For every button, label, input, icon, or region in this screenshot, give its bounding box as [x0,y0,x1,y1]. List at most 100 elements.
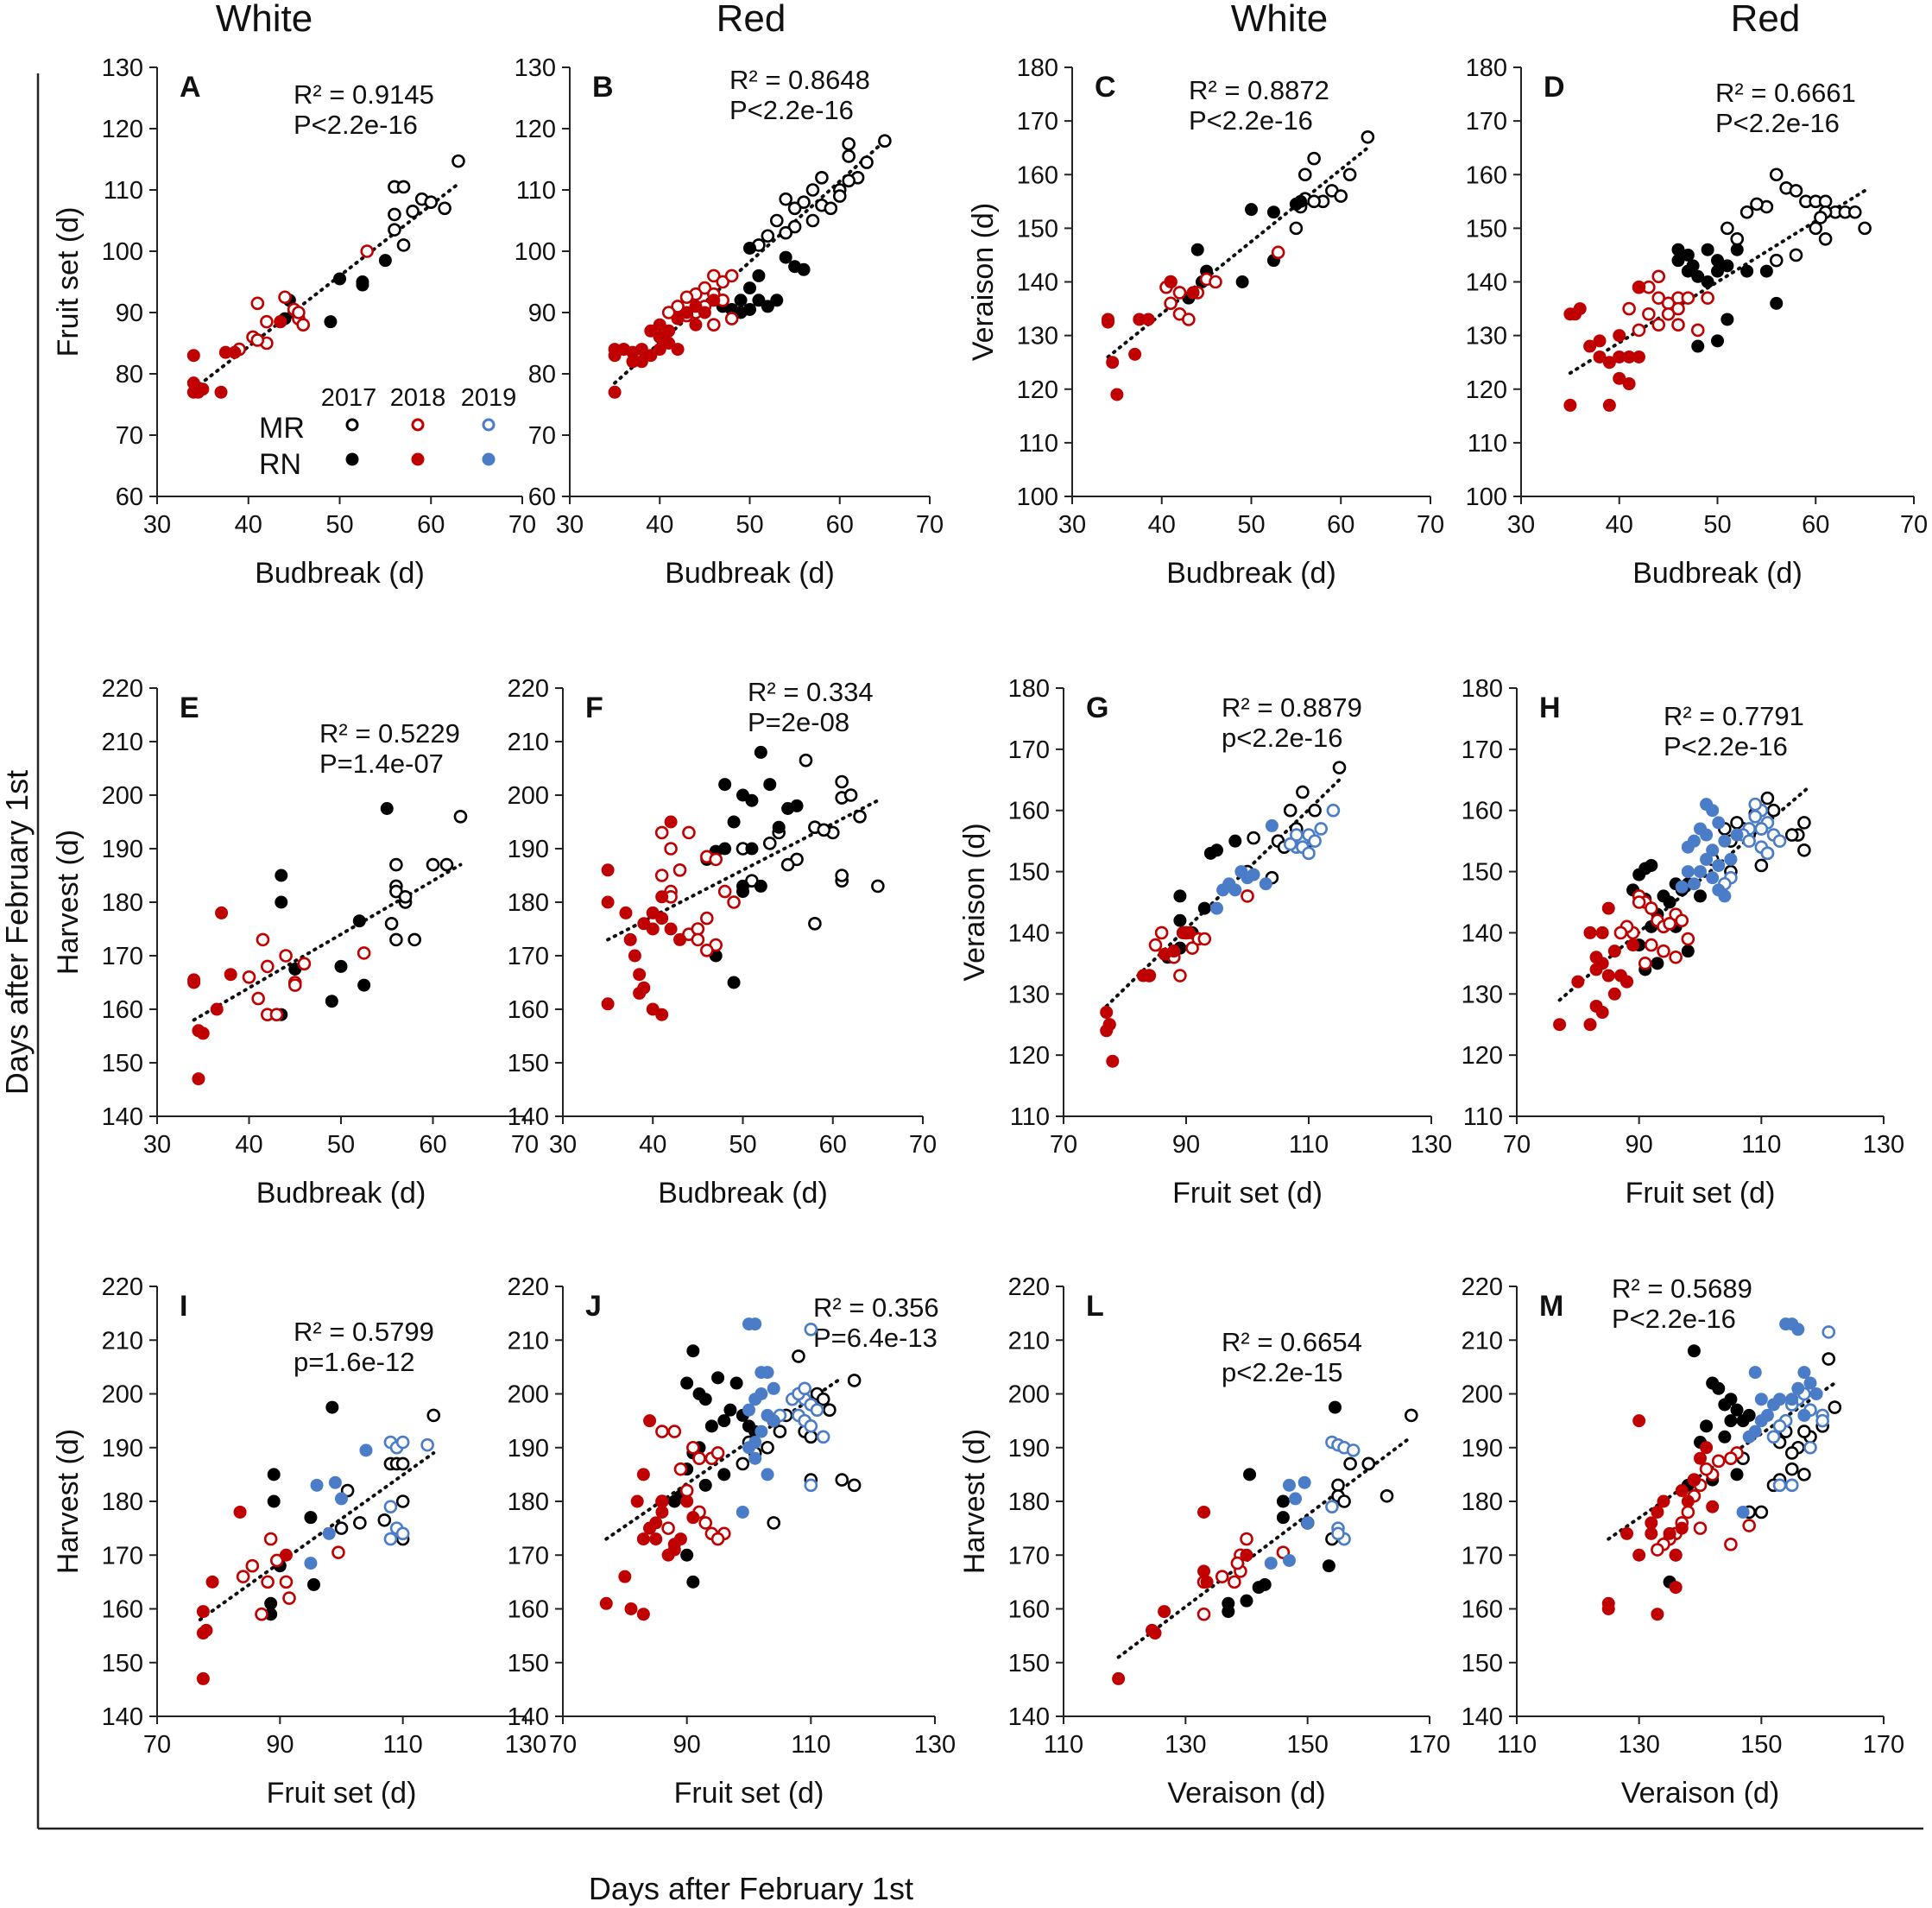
data-point [1809,1387,1823,1400]
data-point [1736,1505,1750,1519]
panel-m-ytick-label: 150 [1462,1650,1503,1677]
panel-j-series-rn-2019 [736,1317,780,1519]
data-point [1818,231,1833,246]
panel-j-ytick-label: 170 [508,1542,549,1570]
panel-m-ytick-label: 200 [1462,1381,1503,1409]
data-point [274,315,287,329]
data-point [601,895,615,909]
panel-l-xtick-label: 170 [1409,1731,1450,1759]
data-point [1307,151,1321,166]
data-point [1651,318,1666,332]
data-point [699,944,714,957]
panel-l-trendline [1116,1435,1413,1659]
data-point [601,863,615,877]
data-point [804,1478,818,1493]
panel-b-r2: R² = 0.8648 [729,65,870,95]
data-point [667,1425,682,1438]
data-point [1167,945,1181,958]
panel-a-series-rn-2017 [274,254,392,329]
data-point [1342,167,1357,182]
data-point [380,802,394,815]
data-point [1185,941,1199,955]
panel-l: 140 150 160 170 180 190 200 210 220 110 130 150 170 V… [958,1273,1450,1810]
data-point [236,1570,250,1583]
panel-e-series-mr-2018 [242,932,371,1021]
data-point [608,343,622,357]
panel-l-ytick-label: 220 [1008,1273,1050,1301]
data-point [1632,1414,1646,1428]
panel-c-xtick-label: 30 [1058,511,1086,539]
data-point [1142,969,1156,982]
data-point [1706,843,1720,857]
data-point [842,174,856,188]
data-point [1148,1627,1162,1640]
data-point [1164,275,1178,288]
panel-f-xtick-label: 30 [549,1131,577,1159]
panel-b-ytick-label: 70 [528,422,556,450]
panel-i-xtick-label: 70 [143,1731,171,1759]
data-point [383,1532,398,1546]
legend: 2017 2018 2019 MR RN [259,384,516,481]
panel-d-letter: D [1544,71,1565,104]
panel-d-series-mr-2018 [1622,269,1714,338]
data-point [1228,883,1242,897]
data-point [1754,1505,1769,1519]
panel-l-ytick-label: 150 [1008,1650,1050,1677]
data-point [1405,1408,1418,1423]
data-point [215,906,229,919]
panel-l-ytick-label: 140 [1008,1703,1050,1731]
data-point [1573,302,1587,316]
data-point [689,318,703,332]
data-point [1620,1526,1633,1540]
data-point [1711,334,1724,348]
data-point [1760,791,1775,806]
data-point [1230,1556,1245,1570]
data-point [407,932,422,947]
data-point [1241,889,1254,903]
data-point [664,842,678,856]
panel-i-ytick-label: 150 [102,1650,143,1677]
data-point [1602,398,1616,412]
data-point [1583,926,1597,939]
panel-e-r2: R² = 0.5229 [319,718,460,749]
panel-g-letter: G [1086,692,1108,724]
data-point [643,1414,657,1428]
data-point [1148,938,1163,952]
panel-m-xtick-label: 130 [1618,1731,1659,1759]
data-point [691,932,705,947]
data-point [1720,259,1734,273]
data-point [1141,313,1155,326]
data-point [264,1596,278,1610]
data-point [1622,350,1636,363]
data-point [1718,1430,1732,1444]
data-point [698,281,712,295]
data-point [1112,1671,1126,1685]
panel-f: 140 150 160 170 180 190 200 210 220 30 40 50 60 70 Bud… [508,675,938,1210]
data-point [752,269,766,282]
data-point [628,949,641,963]
data-point [1361,1456,1376,1471]
data-point [1158,1605,1171,1619]
data-point [633,986,647,1000]
data-point [187,976,201,989]
data-point [706,318,721,332]
data-point [871,879,885,894]
panel-b-ytick-label: 80 [528,361,556,389]
panel-i-ytick-label: 220 [102,1273,143,1301]
data-point [1712,858,1726,872]
data-point [1803,1376,1817,1390]
data-point [196,382,210,396]
data-point [1197,932,1212,946]
panel-f-trendline [606,799,880,942]
data-point [686,1344,700,1358]
legend-marker-rn-2018 [411,452,425,466]
data-point [306,1577,320,1591]
data-point [717,884,732,899]
data-point [1822,1325,1836,1339]
panel-i-series-mr-2018 [236,1532,345,1621]
panel-a-series-mr-2018 [232,244,375,357]
data-point [426,857,440,872]
data-point [1622,301,1636,316]
data-point [644,324,658,338]
data-point [636,1468,650,1482]
